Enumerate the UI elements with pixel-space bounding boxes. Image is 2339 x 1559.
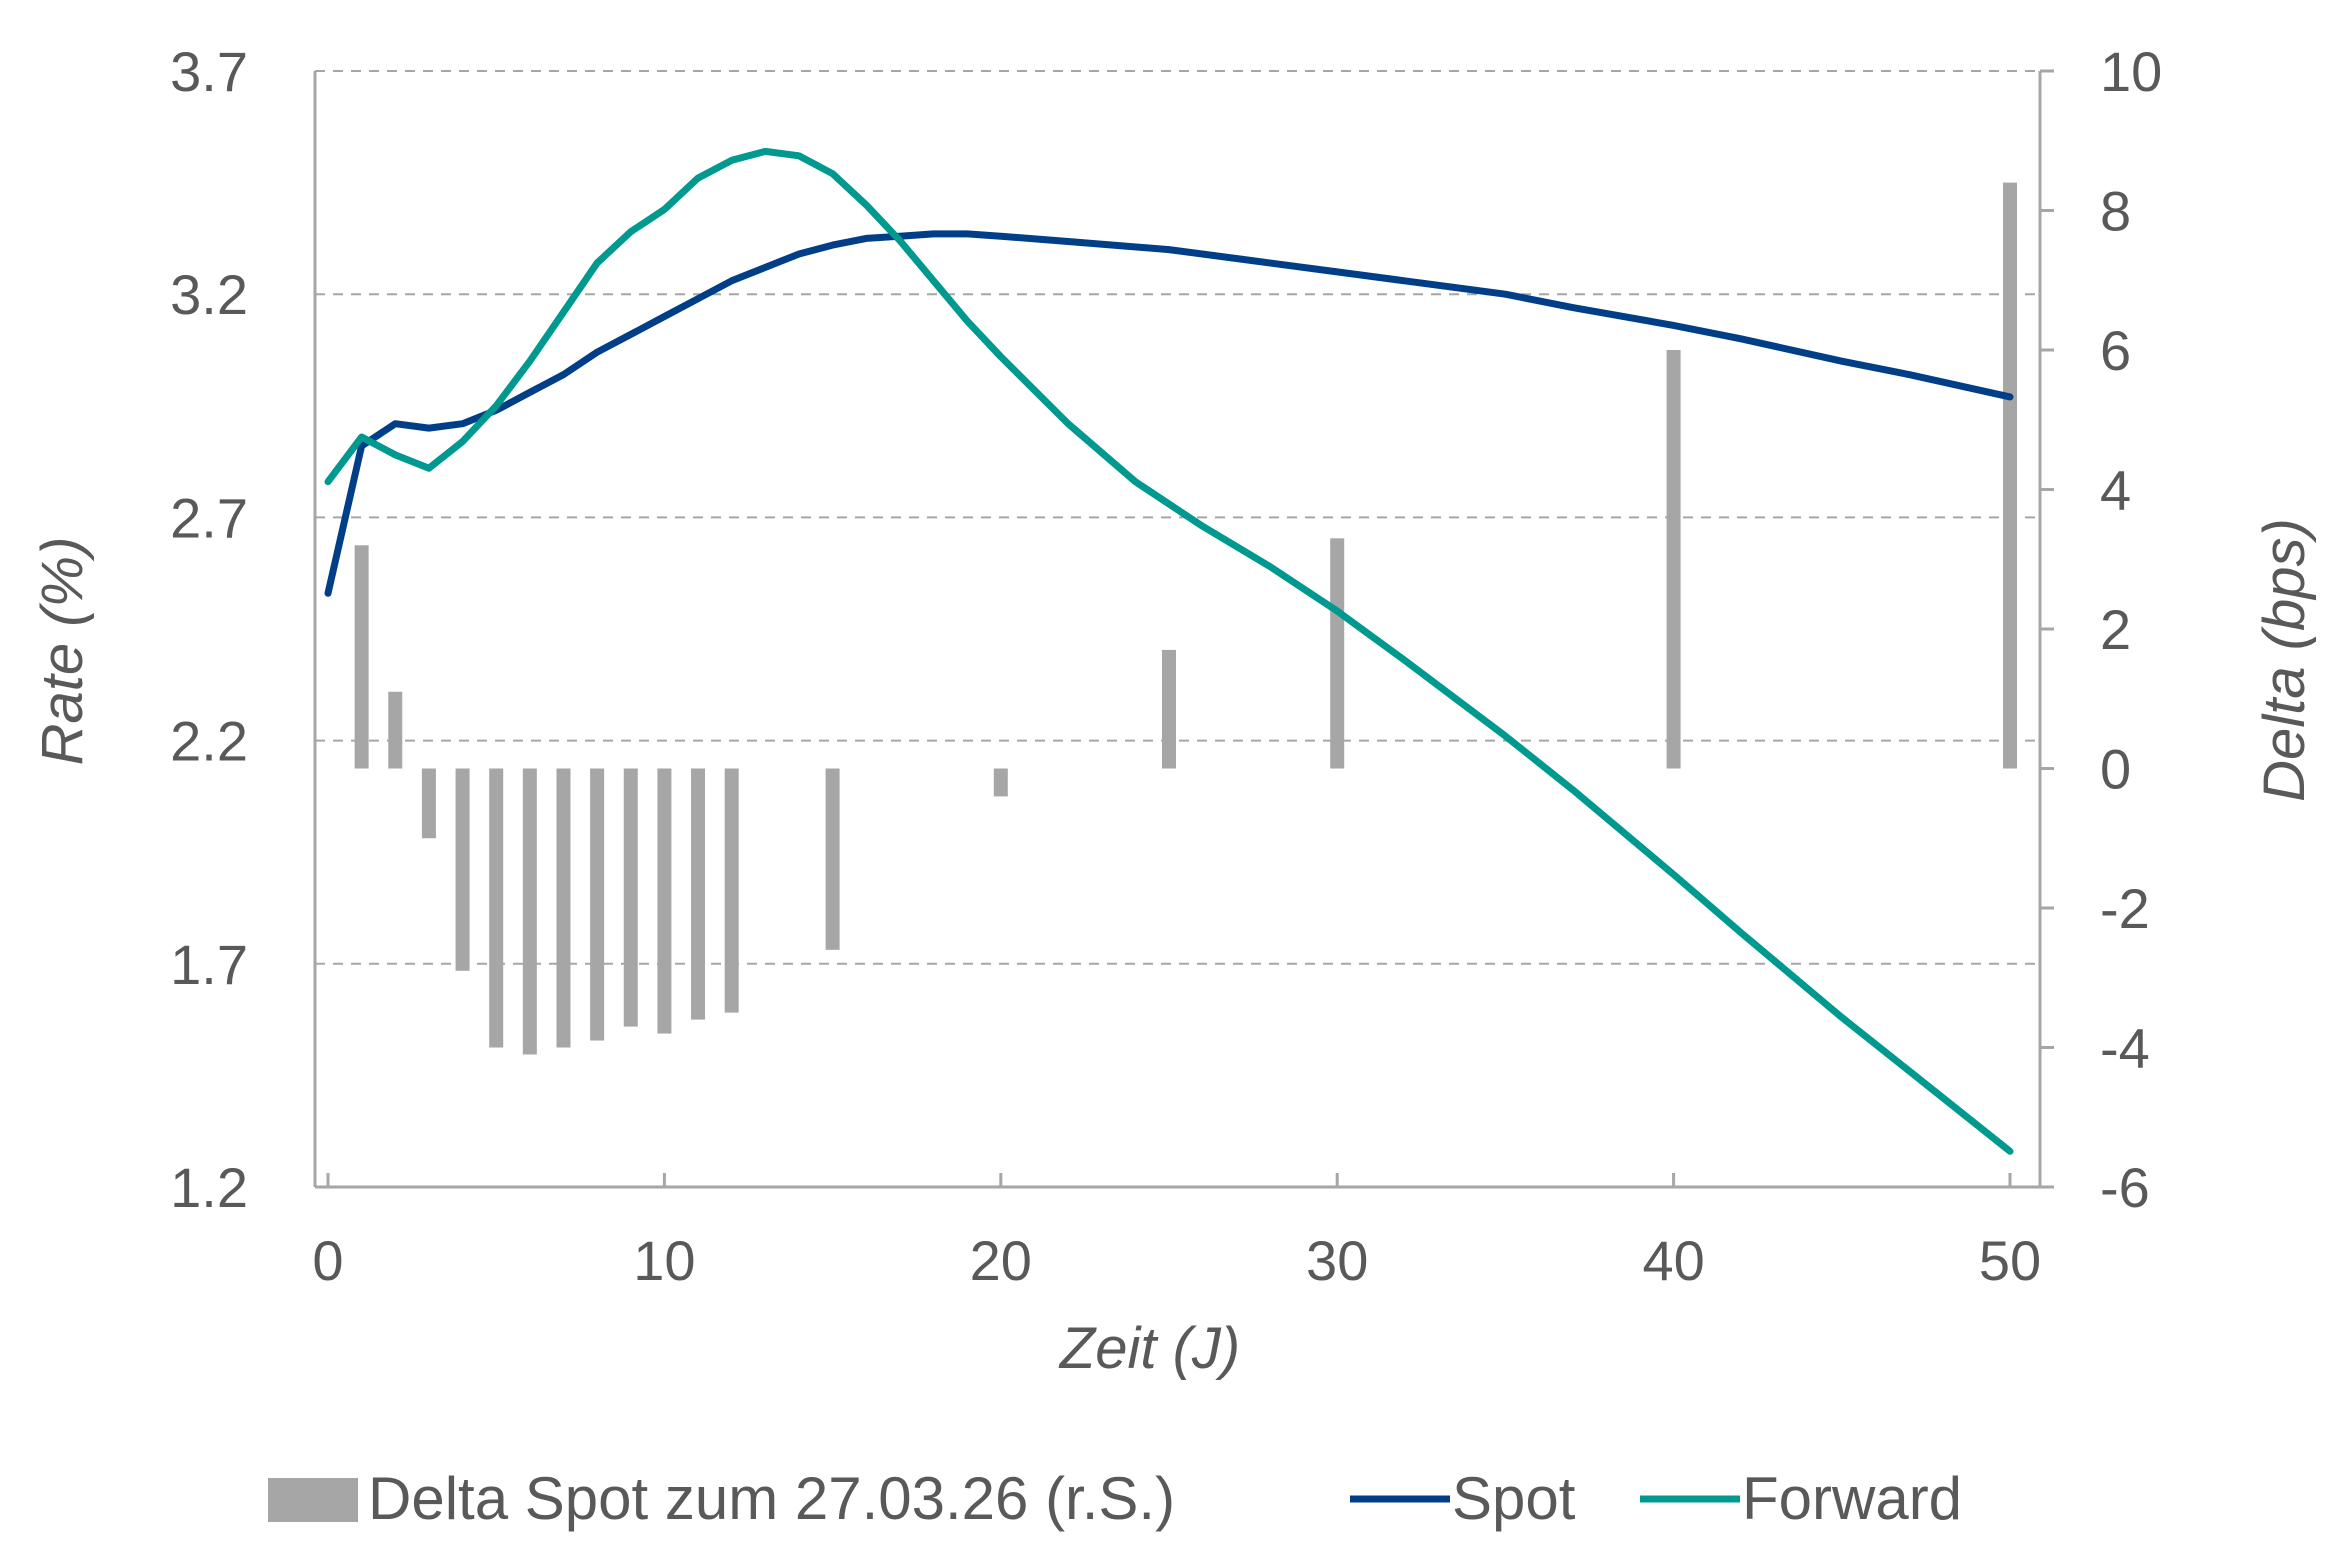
tick-labels: 0 10 20 30 40 50 1.2 1.7 2.2 2.7 3.2 3.7 -6 -4 -2 0 2 4 6 8…	[170, 40, 2162, 1292]
legend-swatch-delta	[268, 1478, 358, 1522]
delta-bar	[556, 768, 571, 1048]
x-tick-label-0: 0	[312, 1229, 343, 1292]
y2-tick-label-4: 2	[2100, 598, 2131, 661]
y-tick-label-2: 2.2	[170, 710, 248, 773]
legend-label-delta: Delta Spot zum 27.03.26 (r.S.)	[368, 1465, 1175, 1532]
series-lines	[324, 147, 2014, 1155]
delta-bar	[1666, 350, 1681, 769]
x-axis-title: Zeit (J)	[1058, 1316, 1240, 1381]
y-tick-label-5: 3.7	[170, 40, 248, 103]
y2-axis-title: Delta (bps)	[2252, 518, 2317, 802]
legend-label-spot: Spot	[1452, 1465, 1576, 1532]
delta-bar	[691, 768, 706, 1020]
delta-bar	[421, 768, 436, 839]
y-tick-label-0: 1.2	[170, 1156, 248, 1219]
x-tick-label-2: 20	[970, 1229, 1032, 1292]
delta-bar	[1330, 538, 1345, 769]
series-line-forward	[324, 147, 2014, 1155]
delta-bar	[590, 768, 605, 1041]
delta-bar	[993, 768, 1008, 797]
delta-bar	[623, 768, 638, 1027]
y-axis-title: Rate (%)	[30, 537, 95, 766]
delta-bar	[2003, 182, 2017, 769]
delta-bar	[657, 768, 672, 1034]
legend-label-forward: Forward	[1742, 1465, 1962, 1532]
delta-bar	[455, 768, 470, 971]
y2-tick-label-8: 10	[2100, 40, 2162, 103]
series-line-spot	[324, 230, 2014, 597]
x-tick-label-5: 50	[1979, 1229, 2041, 1292]
delta-bars	[354, 182, 2017, 1055]
y2-tick-label-7: 8	[2100, 180, 2131, 243]
grid-lines	[315, 70, 2040, 965]
delta-bar	[522, 768, 537, 1055]
y-tick-label-1: 1.7	[170, 933, 248, 996]
y2-tick-label-6: 6	[2100, 319, 2131, 382]
y2-tick-label-1: -4	[2100, 1017, 2150, 1080]
delta-bar	[354, 545, 369, 769]
y2-tick-label-2: -2	[2100, 877, 2150, 940]
y2-tick-label-0: -6	[2100, 1156, 2150, 1219]
y2-tick-label-5: 4	[2100, 459, 2131, 522]
x-tick-label-3: 30	[1306, 1229, 1368, 1292]
y-tick-label-4: 3.2	[170, 263, 248, 326]
delta-bar	[489, 768, 504, 1048]
x-tick-label-1: 10	[633, 1229, 695, 1292]
y2-tick-label-3: 0	[2100, 738, 2131, 801]
axes	[313, 69, 2054, 1189]
delta-bar	[1162, 649, 1176, 769]
y-tick-label-3: 2.7	[170, 486, 248, 549]
x-tick-label-4: 40	[1642, 1229, 1704, 1292]
delta-bar	[724, 768, 739, 1013]
legend: Delta Spot zum 27.03.26 (r.S.) Spot Forw…	[268, 1465, 1962, 1532]
delta-bar	[388, 691, 403, 769]
delta-bar	[825, 768, 840, 950]
